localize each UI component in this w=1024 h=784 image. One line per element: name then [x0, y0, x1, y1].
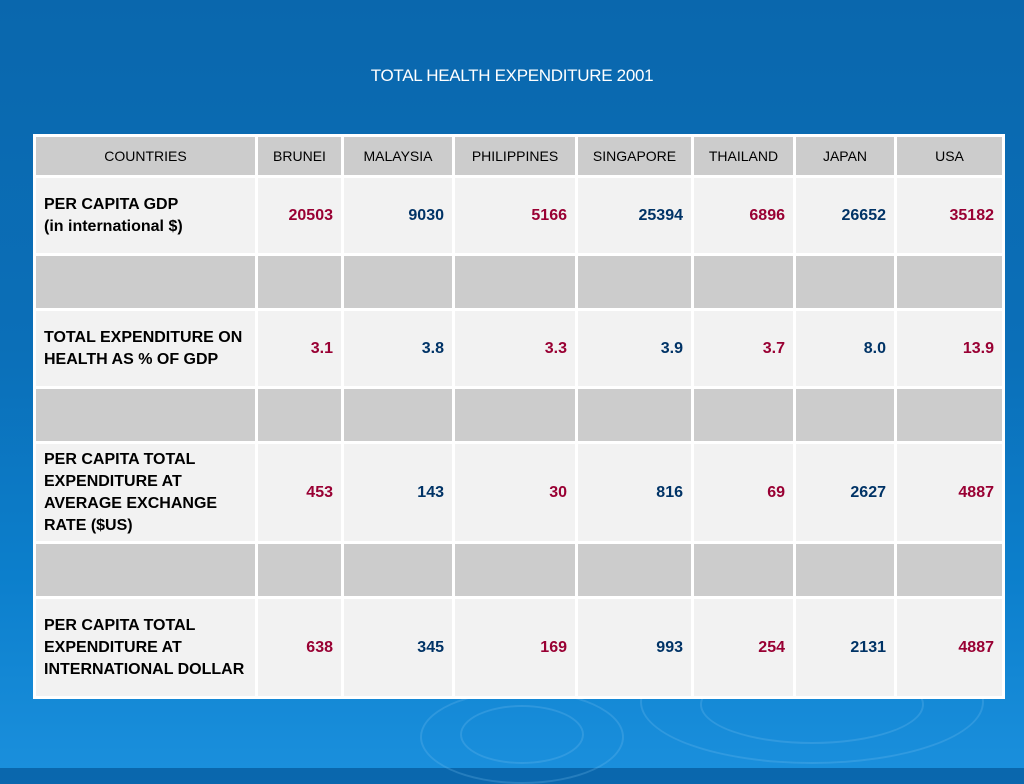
spacer-cell: [691, 386, 796, 444]
table-cell: 69: [691, 441, 796, 544]
table-cell: 993: [575, 596, 694, 699]
spacer-cell: [575, 253, 694, 311]
column-header: SINGAPORE: [575, 134, 694, 178]
background-ripple: [460, 705, 584, 764]
health-expenditure-table: COUNTRIES BRUNEI MALAYSIA PHILIPPINES SI…: [33, 134, 1005, 699]
spacer-row: [33, 386, 1005, 444]
spacer-cell: [341, 386, 455, 444]
spacer-cell: [255, 386, 344, 444]
column-header: JAPAN: [793, 134, 897, 178]
table-cell: 20503: [255, 175, 344, 256]
spacer-cell: [575, 386, 694, 444]
table-cell: 5166: [452, 175, 578, 256]
spacer-cell: [575, 541, 694, 599]
table-cell: 345: [341, 596, 455, 699]
row-label: PER CAPITA GDP (in international $): [33, 175, 258, 256]
table-cell: 30: [452, 441, 578, 544]
table-cell: 13.9: [894, 308, 1005, 389]
table-cell: 3.9: [575, 308, 694, 389]
spacer-cell: [341, 541, 455, 599]
spacer-cell: [691, 253, 796, 311]
table-cell: 3.8: [341, 308, 455, 389]
column-header: PHILIPPINES: [452, 134, 578, 178]
spacer-cell: [894, 253, 1005, 311]
spacer-cell: [452, 541, 578, 599]
spacer-cell: [793, 253, 897, 311]
column-header: COUNTRIES: [33, 134, 258, 178]
spacer-cell: [452, 253, 578, 311]
spacer-cell: [33, 541, 258, 599]
page-title: TOTAL HEALTH EXPENDITURE 2001: [370, 66, 654, 85]
table-cell: 2131: [793, 596, 897, 699]
table-cell: 4887: [894, 441, 1005, 544]
row-label: TOTAL EXPENDITURE ON HEALTH AS % OF GDP: [33, 308, 258, 389]
spacer-cell: [691, 541, 796, 599]
column-header: BRUNEI: [255, 134, 344, 178]
table-cell: 25394: [575, 175, 694, 256]
table-row: PER CAPITA TOTAL EXPENDITURE AT INTERNAT…: [33, 596, 1005, 699]
spacer-row: [33, 541, 1005, 599]
table-cell: 4887: [894, 596, 1005, 699]
table-cell: 3.1: [255, 308, 344, 389]
table-cell: 3.3: [452, 308, 578, 389]
spacer-cell: [33, 253, 258, 311]
table-cell: 254: [691, 596, 796, 699]
table-header-row: COUNTRIES BRUNEI MALAYSIA PHILIPPINES SI…: [33, 134, 1005, 178]
spacer-cell: [255, 541, 344, 599]
table-cell: 143: [341, 441, 455, 544]
table-cell: 638: [255, 596, 344, 699]
table-cell: 3.7: [691, 308, 796, 389]
table-cell: 35182: [894, 175, 1005, 256]
table-cell: 2627: [793, 441, 897, 544]
spacer-cell: [255, 253, 344, 311]
table-cell: 453: [255, 441, 344, 544]
row-label: PER CAPITA TOTAL EXPENDITURE AT AVERAGE …: [33, 441, 258, 544]
table-cell: 8.0: [793, 308, 897, 389]
spacer-cell: [793, 541, 897, 599]
spacer-cell: [341, 253, 455, 311]
spacer-cell: [33, 386, 258, 444]
table-cell: 816: [575, 441, 694, 544]
spacer-cell: [894, 541, 1005, 599]
column-header: THAILAND: [691, 134, 796, 178]
spacer-cell: [452, 386, 578, 444]
table-cell: 6896: [691, 175, 796, 256]
column-header: USA: [894, 134, 1005, 178]
spacer-cell: [894, 386, 1005, 444]
table-cell: 9030: [341, 175, 455, 256]
table-row: PER CAPITA GDP (in international $) 2050…: [33, 175, 1005, 256]
table-row: PER CAPITA TOTAL EXPENDITURE AT AVERAGE …: [33, 441, 1005, 544]
spacer-cell: [793, 386, 897, 444]
spacer-row: [33, 253, 1005, 311]
column-header: MALAYSIA: [341, 134, 455, 178]
table-cell: 26652: [793, 175, 897, 256]
table-row: TOTAL EXPENDITURE ON HEALTH AS % OF GDP …: [33, 308, 1005, 389]
table-cell: 169: [452, 596, 578, 699]
row-label: PER CAPITA TOTAL EXPENDITURE AT INTERNAT…: [33, 596, 258, 699]
